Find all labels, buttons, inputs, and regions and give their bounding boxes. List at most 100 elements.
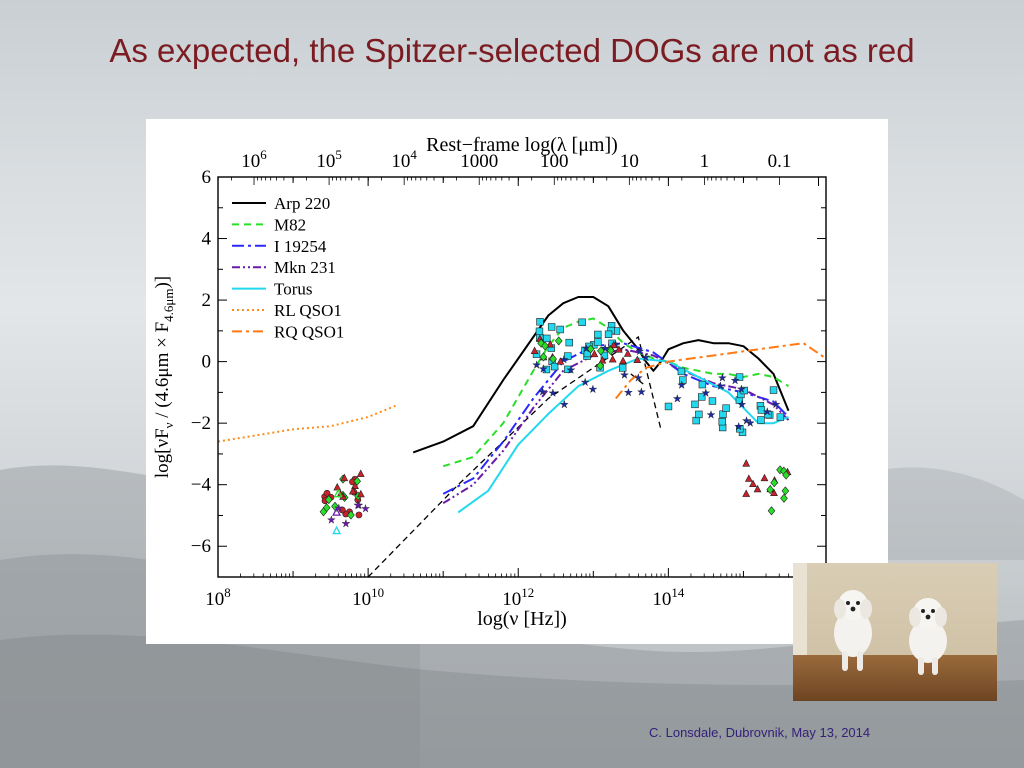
plot-area (218, 296, 826, 577)
marker-square (594, 330, 602, 339)
marker-diamond (782, 470, 790, 480)
marker-triangle (742, 489, 751, 497)
top-tick-label: 0.1 (768, 151, 792, 172)
footer-credit: C. Lonsdale, Dubrovnik, May 13, 2014 (649, 725, 871, 740)
marker-star (559, 399, 569, 409)
legend-label-mkn231: Mkn 231 (274, 258, 336, 277)
y-tick-label: 6 (202, 167, 212, 188)
marker-triangle (770, 488, 778, 496)
y-tick-label: 4 (202, 229, 212, 250)
y-tick-label: −2 (191, 413, 211, 434)
marker-star (600, 343, 610, 353)
marker-triangle (619, 356, 627, 365)
top-axis-label: Rest−frame log(λ [μm]) (426, 134, 618, 156)
marker-square (600, 351, 609, 360)
marker-star (737, 399, 747, 409)
marker-square (735, 373, 744, 381)
y-tick-label: −4 (191, 475, 212, 496)
series-line-rl_qso1 (218, 403, 399, 443)
marker-triangle (742, 459, 751, 467)
marker-star (334, 503, 344, 513)
marker-triangle (753, 484, 762, 493)
marker-triangle (615, 345, 623, 353)
marker-square (535, 327, 544, 336)
legend-label-i19254: I 19254 (274, 237, 327, 256)
marker-triangle (608, 354, 617, 363)
series-line-torus (457, 357, 789, 514)
marker-diamond (549, 354, 557, 364)
marker-star (341, 518, 351, 528)
marker-star (566, 365, 576, 374)
marker-square (618, 364, 627, 372)
marker-star (734, 421, 744, 431)
marker-square (594, 338, 602, 346)
slide-title: As expected, the Spitzer-selected DOGs a… (109, 32, 915, 69)
marker-triangle (590, 349, 599, 358)
x-tick-label: 1014 (652, 585, 684, 610)
marker-diamond (596, 361, 605, 371)
marker-diamond (781, 486, 790, 496)
marker-star (353, 500, 363, 510)
marker-diamond (324, 495, 333, 505)
marker-star (580, 377, 590, 387)
marker-star (762, 407, 772, 416)
marker-triangle (623, 349, 632, 357)
marker-square (543, 334, 551, 343)
marker-star (619, 370, 630, 379)
marker-star (588, 384, 598, 394)
marker-triangle (744, 474, 753, 482)
series-line-arp220 (412, 296, 790, 454)
marker-triangle (530, 346, 539, 354)
y-tick-label: −6 (191, 536, 211, 557)
marker-diamond (766, 485, 774, 495)
marker-square (556, 325, 564, 334)
marker-square (757, 416, 765, 424)
top-tick-label: 1 (700, 151, 710, 172)
marker-diamond (597, 346, 605, 356)
marker-diamond (541, 341, 549, 351)
marker-diamond (606, 346, 615, 356)
marker-diamond (347, 510, 355, 520)
marker-triangle (356, 489, 365, 498)
marker-diamond (319, 507, 328, 517)
marker-square (565, 338, 573, 347)
top-tick-label: 106 (241, 147, 267, 172)
marker-star (715, 381, 725, 390)
marker-triangle (598, 356, 607, 364)
marker-square (547, 323, 556, 331)
marker-triangle (351, 481, 359, 490)
marker-circle (323, 489, 331, 497)
marker-star (548, 388, 558, 397)
marker-star (672, 394, 682, 403)
marker-star (701, 388, 711, 397)
y-tick-label: 0 (202, 352, 212, 373)
legend-label-arp220: Arp 220 (274, 194, 330, 213)
marker-star (633, 373, 643, 382)
marker-triangle (333, 488, 343, 498)
marker-diamond (586, 344, 595, 354)
legend-label-torus: Torus (274, 280, 312, 299)
plot-frame (217, 176, 827, 578)
marker-square (695, 410, 703, 419)
series-line-i19254 (442, 342, 790, 495)
marker-triangle (556, 357, 565, 365)
marker-square (722, 404, 730, 412)
marker-star (717, 373, 727, 382)
top-tick-label: 10 (620, 151, 639, 172)
marker-triangle (633, 355, 642, 363)
marker-star (636, 387, 646, 396)
marker-star (538, 387, 548, 396)
top-tick-label: 100 (540, 151, 569, 172)
marker-square (698, 393, 706, 401)
chart-frame (217, 176, 827, 578)
x-axis-label: log(ν [Hz]) (477, 608, 567, 630)
legend-label-rq_qso1: RQ QSO1 (274, 322, 344, 341)
marker-star (771, 399, 781, 409)
marker-star (730, 375, 740, 385)
marker-square (757, 406, 766, 414)
marker-star (736, 384, 746, 394)
marker-square (664, 402, 673, 411)
marker-triangle (749, 479, 757, 487)
series-line-rq_qso1 (615, 342, 826, 400)
top-tick-label: 1000 (460, 151, 498, 172)
